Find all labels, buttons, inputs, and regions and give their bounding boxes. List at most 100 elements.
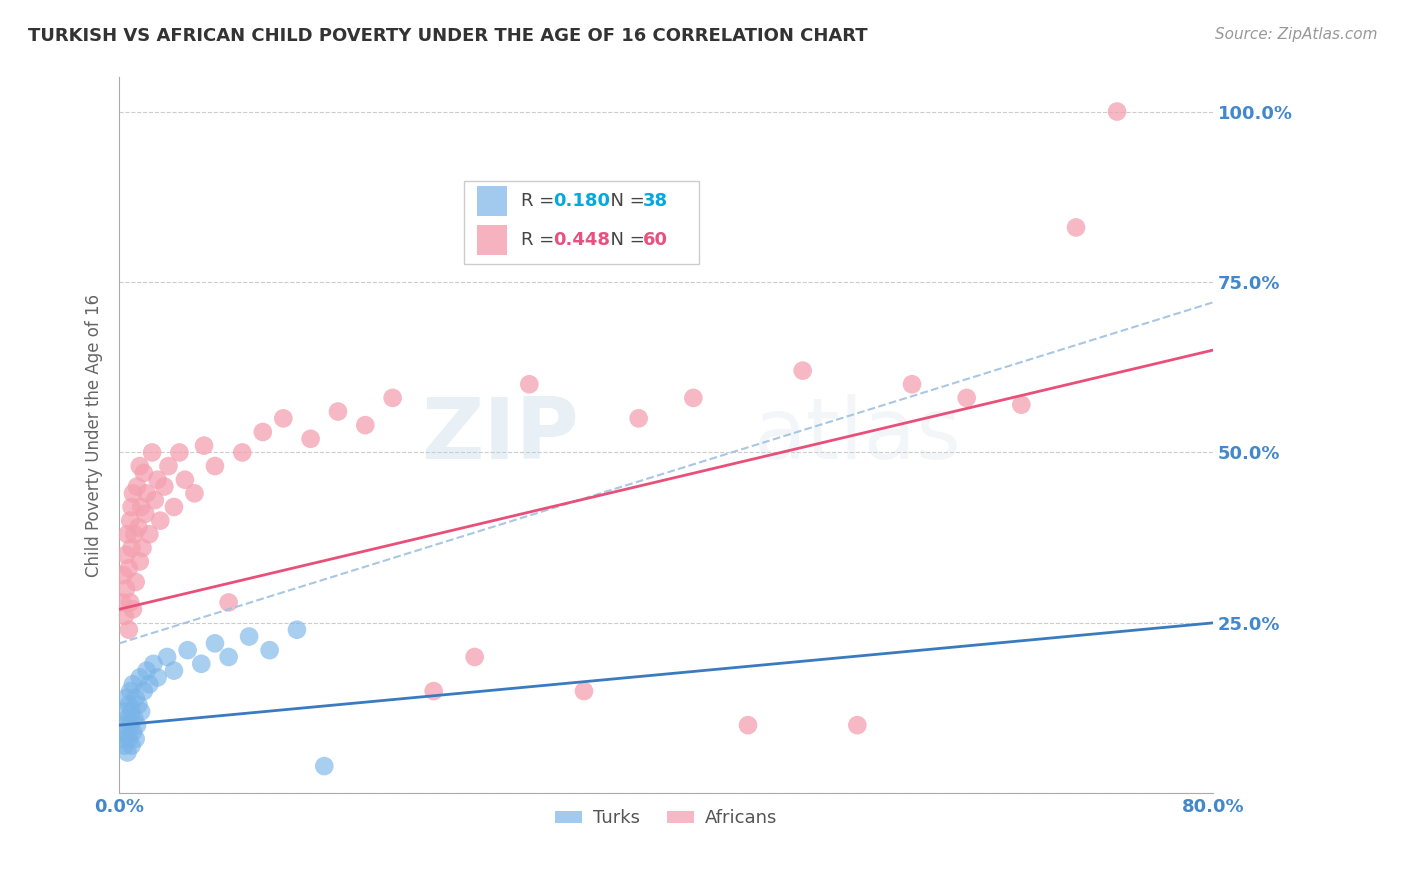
Point	[114, 739, 136, 753]
Point	[183, 486, 205, 500]
Point	[122, 486, 145, 500]
Text: atlas: atlas	[754, 394, 962, 477]
Point	[135, 664, 157, 678]
Point	[118, 698, 141, 712]
Point	[156, 650, 179, 665]
Point	[354, 418, 377, 433]
Point	[117, 711, 139, 725]
Point	[271, 411, 294, 425]
Point	[115, 690, 138, 705]
Point	[115, 548, 138, 562]
FancyBboxPatch shape	[464, 181, 699, 263]
FancyBboxPatch shape	[477, 225, 508, 255]
Point	[124, 731, 146, 746]
Point	[125, 718, 148, 732]
Point	[114, 705, 136, 719]
Text: 0.448: 0.448	[554, 231, 610, 249]
Text: Source: ZipAtlas.com: Source: ZipAtlas.com	[1215, 27, 1378, 42]
Point	[120, 514, 142, 528]
Point	[124, 690, 146, 705]
Point	[129, 500, 152, 514]
Point	[117, 746, 139, 760]
Text: N =: N =	[599, 231, 651, 249]
Point	[1064, 220, 1087, 235]
Point	[204, 459, 226, 474]
Point	[135, 486, 157, 500]
FancyBboxPatch shape	[477, 186, 508, 217]
Point	[138, 527, 160, 541]
Point	[132, 466, 155, 480]
Point	[682, 391, 704, 405]
Point	[163, 500, 186, 514]
Point	[141, 445, 163, 459]
Point	[326, 404, 349, 418]
Point	[120, 684, 142, 698]
Point	[190, 657, 212, 671]
Point	[124, 711, 146, 725]
Point	[142, 657, 165, 671]
Point	[204, 636, 226, 650]
Point	[118, 731, 141, 746]
Point	[131, 541, 153, 555]
Point	[218, 595, 240, 609]
Point	[173, 473, 195, 487]
Point	[1105, 104, 1128, 119]
Point	[125, 479, 148, 493]
Point	[153, 479, 176, 493]
Point	[846, 718, 869, 732]
Point	[627, 411, 650, 425]
Point	[112, 568, 135, 582]
Point	[128, 459, 150, 474]
Point	[956, 391, 979, 405]
Point	[129, 705, 152, 719]
Text: R =: R =	[520, 193, 560, 211]
Point	[128, 670, 150, 684]
Point	[132, 684, 155, 698]
Point	[115, 725, 138, 739]
Point	[122, 677, 145, 691]
Point	[901, 377, 924, 392]
Point	[117, 527, 139, 541]
Point	[111, 731, 134, 746]
Point	[138, 677, 160, 691]
Point	[118, 623, 141, 637]
Point	[299, 432, 322, 446]
Point	[111, 595, 134, 609]
Point	[127, 698, 149, 712]
Text: 38: 38	[643, 193, 668, 211]
Point	[792, 363, 814, 377]
Point	[169, 445, 191, 459]
Point	[121, 500, 143, 514]
Point	[737, 718, 759, 732]
Point	[285, 623, 308, 637]
Point	[163, 664, 186, 678]
Point	[122, 602, 145, 616]
Point	[124, 574, 146, 589]
Point	[314, 759, 336, 773]
Point	[122, 725, 145, 739]
Point	[193, 439, 215, 453]
Point	[218, 650, 240, 665]
Point	[114, 609, 136, 624]
Point	[120, 595, 142, 609]
Point	[252, 425, 274, 439]
Text: 60: 60	[643, 231, 668, 249]
Point	[464, 650, 486, 665]
Text: 0.180: 0.180	[554, 193, 610, 211]
Point	[120, 718, 142, 732]
Point	[149, 514, 172, 528]
Y-axis label: Child Poverty Under the Age of 16: Child Poverty Under the Age of 16	[86, 293, 103, 577]
Point	[121, 541, 143, 555]
Text: ZIP: ZIP	[420, 394, 578, 477]
Point	[115, 582, 138, 596]
Point	[146, 473, 169, 487]
Text: R =: R =	[520, 231, 560, 249]
Text: N =: N =	[599, 193, 651, 211]
Point	[517, 377, 540, 392]
Point	[381, 391, 404, 405]
Point	[121, 739, 143, 753]
Point	[238, 630, 260, 644]
Point	[572, 684, 595, 698]
Point	[128, 555, 150, 569]
Point	[121, 705, 143, 719]
